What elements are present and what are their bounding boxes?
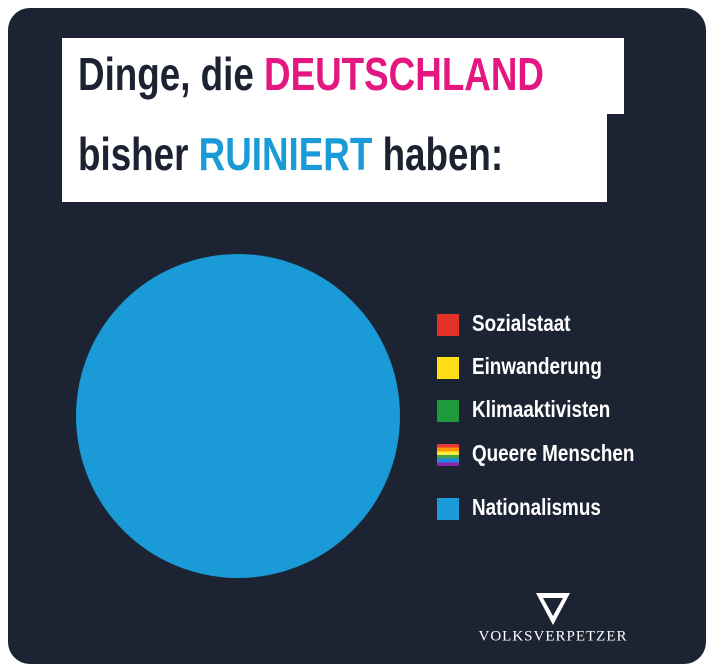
legend-label: Klimaaktivisten <box>472 397 610 422</box>
logo-icon <box>536 593 570 625</box>
legend-swatch <box>437 498 459 520</box>
legend-label-group: Sozialstaat <box>472 311 570 336</box>
logo-text: VOLKSVERPETZER <box>479 628 628 644</box>
legend-label-group: Einwanderung <box>472 354 602 379</box>
title-part: DEUTSCHLAND <box>264 48 544 100</box>
legend-swatch <box>437 400 459 422</box>
legend-swatch <box>437 444 459 466</box>
legend-label: Sozialstaat <box>472 311 570 336</box>
chart-title: bisher RUINIERT haben: <box>78 128 503 180</box>
legend-label-group: Klimaaktivisten <box>472 397 610 422</box>
title-box <box>62 108 607 202</box>
legend-swatch <box>437 357 459 379</box>
legend-label: Nationalismus <box>472 495 601 520</box>
title-part: bisher <box>78 128 199 180</box>
legend-label: Einwanderung <box>472 354 602 379</box>
title-part: haben: <box>372 128 503 180</box>
legend-swatch <box>437 314 459 336</box>
legend-label: Queere Menschen <box>472 441 634 466</box>
title-part: RUINIERT <box>199 128 373 180</box>
legend-label-group: Nationalismus <box>472 495 601 520</box>
legend-label-group: Queere Menschen <box>472 441 634 466</box>
chart-title: Dinge, die DEUTSCHLAND <box>78 48 544 100</box>
pie-slice <box>76 254 400 578</box>
title-part: Dinge, die <box>78 48 264 100</box>
title-box <box>62 38 624 114</box>
